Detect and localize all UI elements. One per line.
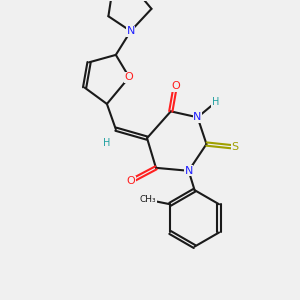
Text: O: O: [171, 81, 180, 91]
Text: CH₃: CH₃: [140, 195, 156, 204]
Text: O: O: [126, 176, 135, 186]
Text: N: N: [194, 112, 202, 122]
Text: H: H: [212, 98, 219, 107]
Text: N: N: [184, 166, 193, 176]
Text: O: O: [125, 72, 134, 82]
Text: N: N: [127, 26, 135, 36]
Text: H: H: [103, 138, 111, 148]
Text: S: S: [231, 142, 238, 152]
